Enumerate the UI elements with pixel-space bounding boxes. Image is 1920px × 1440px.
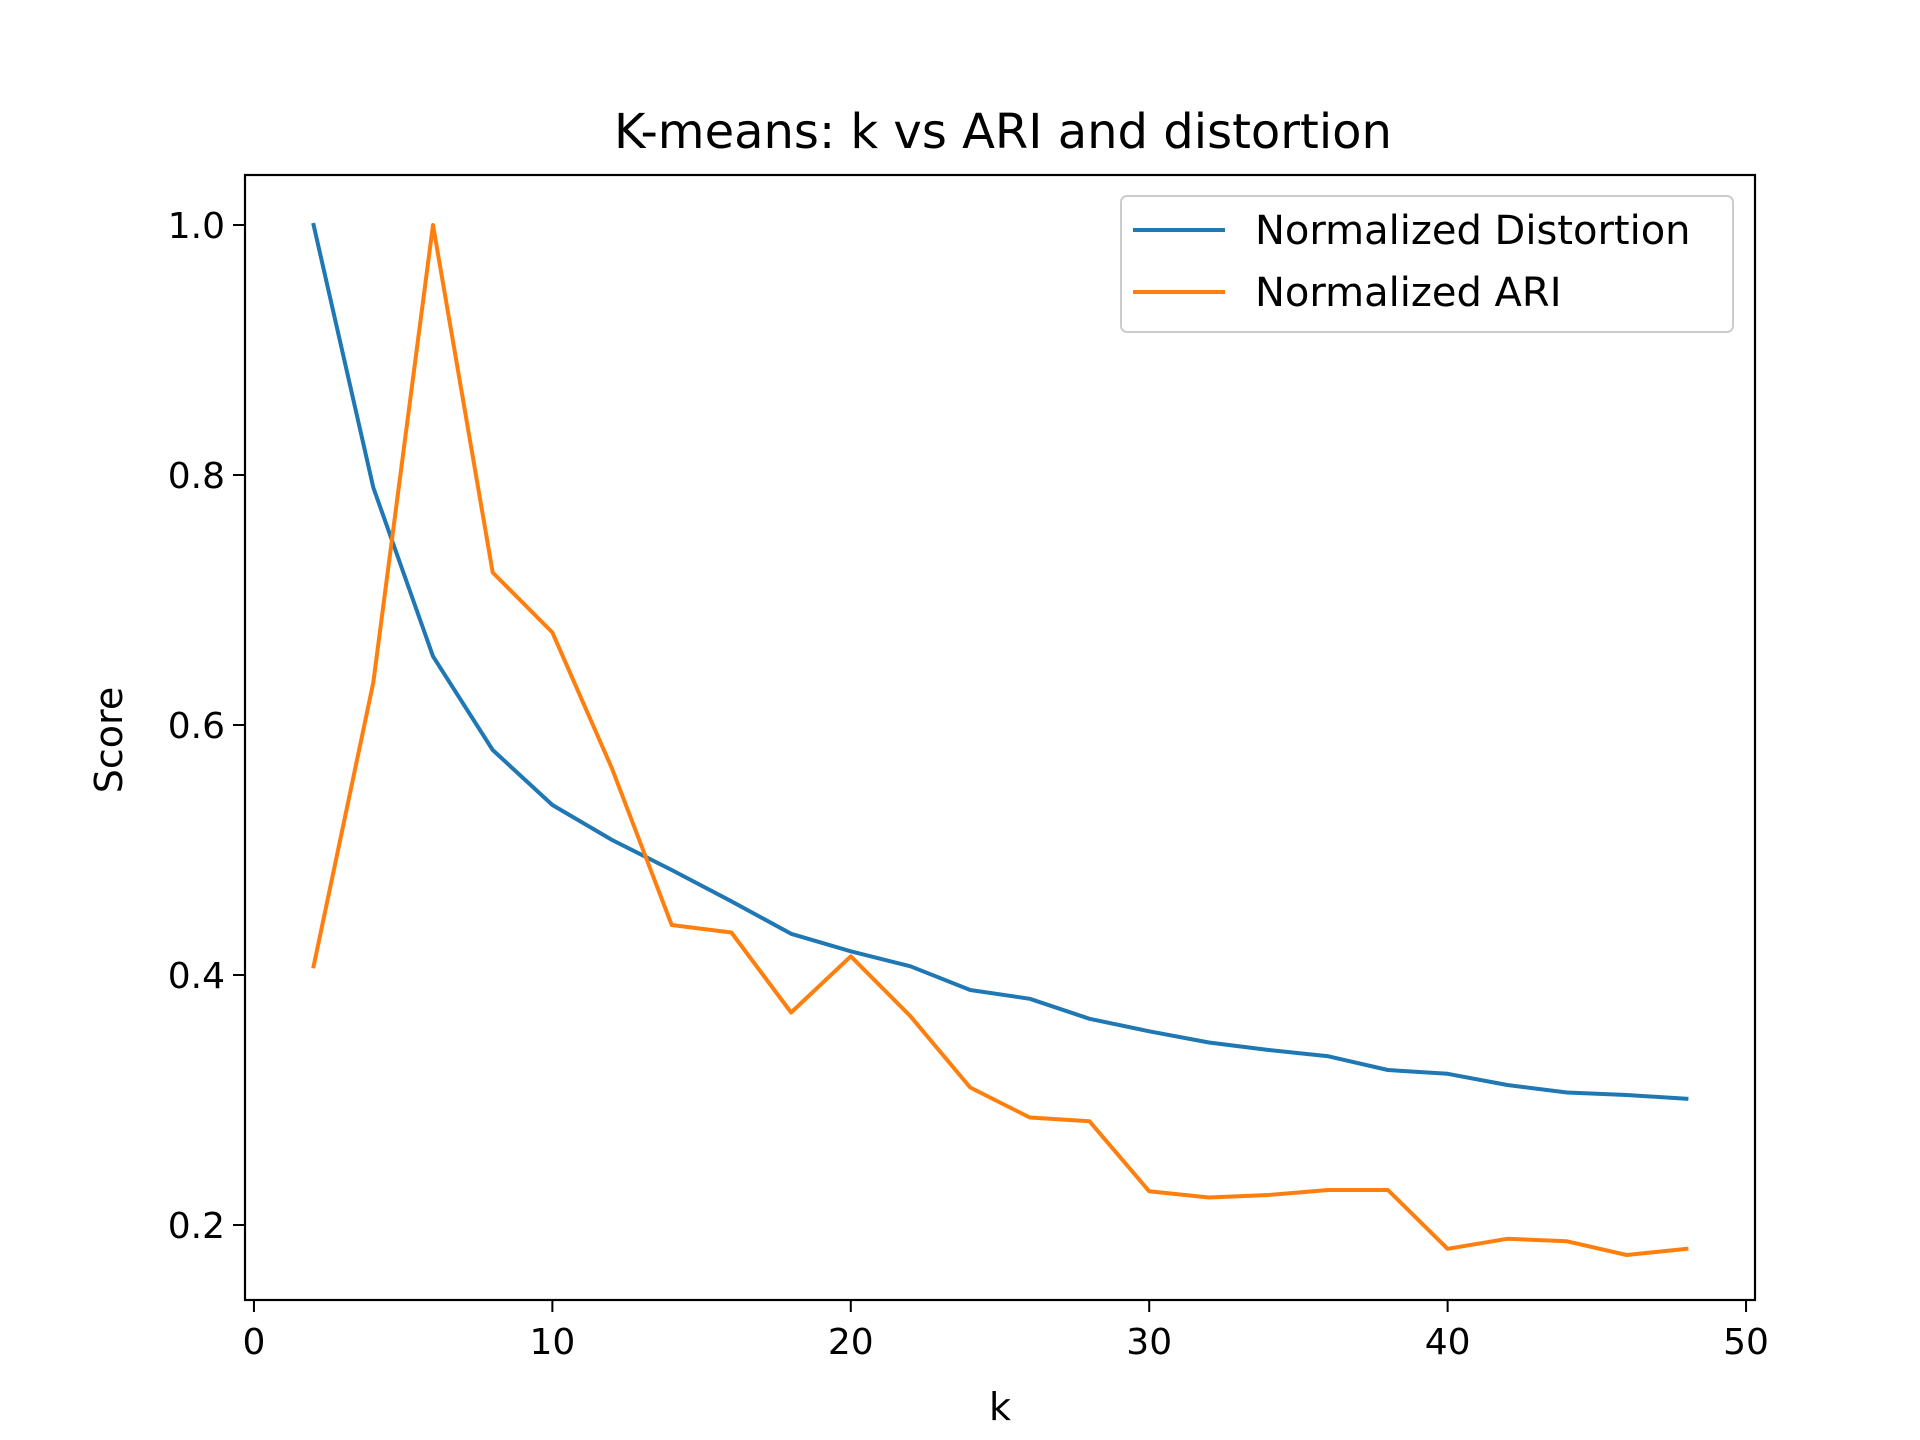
x-tick-label: 50: [1723, 1322, 1769, 1363]
legend-label-ari: Normalized ARI: [1255, 270, 1562, 316]
plot-background: [245, 175, 1755, 1300]
y-tick-label: 0.4: [168, 956, 225, 997]
x-axis: 0 10 20 30 40 50: [242, 1300, 1769, 1363]
legend: Normalized Distortion Normalized ARI: [1120, 195, 1734, 333]
x-axis-label: k: [989, 1385, 1011, 1429]
series-line-distortion: [311, 222, 1689, 1101]
y-axis: 0.2 0.4 0.6 0.8 1.0: [168, 206, 245, 1247]
y-tick-label: 0.2: [168, 1206, 225, 1247]
legend-label-distortion: Normalized Distortion: [1255, 208, 1691, 254]
chart-title: K-means: k vs ARI and distortion: [614, 104, 1392, 160]
x-tick-label: 0: [242, 1322, 265, 1363]
legend-box: [1120, 195, 1734, 333]
y-tick-label: 0.8: [168, 456, 225, 497]
series-line-ari: [311, 223, 1689, 1257]
x-tick-label: 10: [529, 1322, 575, 1363]
y-tick-label: 1.0: [168, 206, 225, 247]
x-tick-label: 30: [1126, 1322, 1172, 1363]
plot-frame: [243, 173, 1757, 1302]
y-tick-label: 0.6: [168, 706, 225, 747]
plot-area: [243, 173, 1757, 1302]
y-axis-label: Score: [87, 687, 131, 793]
series-layer: [311, 222, 1689, 1257]
x-tick-label: 40: [1425, 1322, 1471, 1363]
x-tick-label: 20: [828, 1322, 874, 1363]
